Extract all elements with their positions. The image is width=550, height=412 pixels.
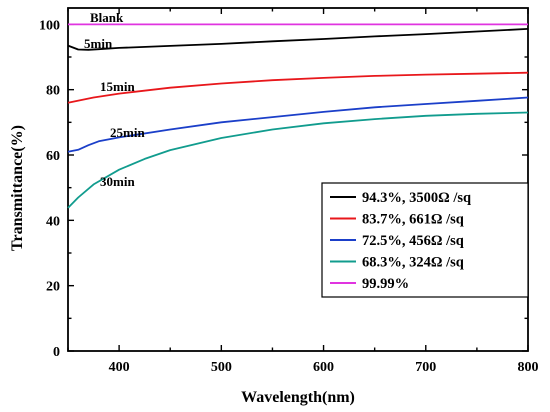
- legend: 94.3%, 3500Ω /sq 83.7%, 661Ω /sq 72.5%, 45…: [321, 182, 529, 298]
- series-annotation: 5min: [84, 36, 113, 51]
- series-line: [67, 28, 529, 51]
- series-line: [67, 71, 529, 104]
- x-tick-label: 600: [313, 360, 334, 375]
- series-annotation: 30min: [100, 174, 135, 189]
- plot-frame: [67, 7, 529, 352]
- plot-area: [67, 7, 529, 352]
- legend-entry: 83.7%, 661Ω /sq: [362, 212, 464, 228]
- legend-box: [321, 182, 529, 298]
- x-tick-label: 500: [211, 360, 232, 375]
- y-tick-label: 100: [39, 18, 60, 33]
- series-annotations: 5min 15min 25min 30min Blank: [84, 10, 145, 189]
- series-line: [67, 111, 529, 209]
- y-tick-label: 20: [46, 280, 60, 295]
- legend-entry: 72.5%, 456Ω /sq: [362, 233, 464, 249]
- series-annotation: 25min: [110, 125, 145, 140]
- legend-entry: 99.99%: [362, 276, 409, 292]
- x-axis-label: Wavelength(nm): [241, 389, 355, 406]
- legend-entry: 68.3%, 324Ω /sq: [362, 255, 464, 271]
- y-tick-label: 80: [46, 84, 60, 99]
- x-tick-label: 700: [415, 360, 436, 375]
- series-line: [67, 96, 529, 153]
- y-tick-label: 60: [46, 149, 60, 164]
- y-tick-label: 40: [46, 214, 60, 229]
- legend-entry: 94.3%, 3500Ω /sq: [362, 190, 471, 206]
- series-annotation: 15min: [100, 79, 135, 94]
- x-tick-label: 400: [109, 360, 130, 375]
- x-tick-label: 800: [518, 360, 539, 375]
- y-tick-label: 0: [53, 345, 60, 360]
- y-axis-label: Transmittance(%): [9, 125, 26, 251]
- axis-ticks: 400 500 600 700 800 0 20 40 60 80 100: [39, 8, 539, 375]
- series-lines: [67, 23, 529, 209]
- series-annotation: Blank: [90, 10, 124, 25]
